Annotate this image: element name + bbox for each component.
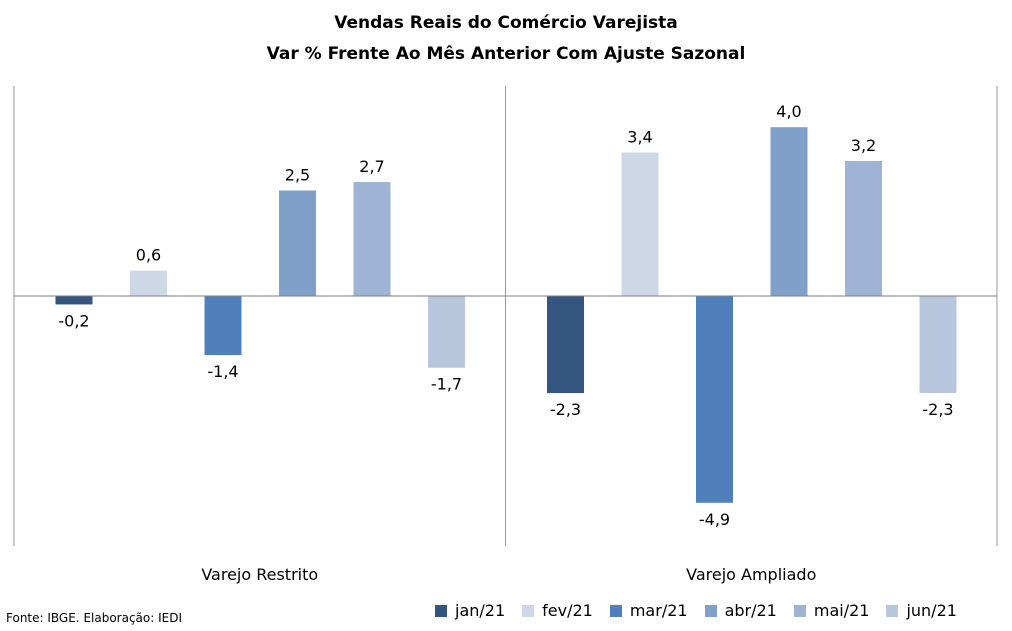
legend-swatch [435,604,447,617]
data-label: -4,9 [699,510,730,529]
bar-jan-21 [547,296,584,394]
source-note: Fonte: IBGE. Elaboração: IEDI [6,611,183,625]
bar-mai-21 [845,160,882,296]
chart-subtitle: Var % Frente Ao Mês Anterior Com Ajuste … [266,44,746,64]
bar-abr-21 [770,127,808,296]
bar-fev-21 [621,152,659,296]
data-label: -2,3 [550,400,581,419]
legend-label: mai/21 [813,601,870,620]
bar-mar-21 [204,296,242,356]
bar-chart: -0,2 0,6 -1,4 2,5 2,7 -1,7 Varejo Restrito -2,3… [13,86,998,584]
data-label: -2,3 [922,400,953,419]
group-label: Varejo Ampliado [686,565,816,584]
legend-item: abr/21 [704,601,777,620]
legend-swatch [886,604,899,617]
legend-item: jun/21 [886,601,957,620]
bar-mai-21 [353,182,391,296]
legend-item: jan/21 [435,601,505,620]
bar-jun-21 [919,296,957,394]
bar-jan-21 [55,296,93,305]
data-label: -0,2 [58,311,89,330]
legend-label: fev/21 [542,601,593,620]
legend-item: mai/21 [793,601,870,620]
data-label: 4,0 [776,102,801,121]
bar-mar-21 [696,296,733,503]
bar-jun-21 [428,296,465,368]
legend-label: mar/21 [629,601,688,620]
legend-label: abr/21 [724,601,777,620]
legend-item: mar/21 [609,601,688,620]
data-label: 3,4 [627,128,652,147]
data-label: 2,5 [285,166,310,185]
chart-title: Vendas Reais do Comércio Varejista [334,13,678,33]
legend-swatch [522,604,535,617]
legend-swatch [793,604,806,617]
legend: jan/21 fev/21 mar/21 abr/21 mai/21 jun/21 [435,601,957,620]
data-label: -1,4 [207,362,238,381]
legend-swatch [609,604,622,617]
data-label: -1,7 [431,375,462,394]
legend-item: fev/21 [522,601,593,620]
data-label: 2,7 [359,157,384,176]
legend-swatch [704,604,717,617]
group-label: Varejo Restrito [201,565,318,584]
data-label: 0,6 [136,246,161,265]
bar-abr-21 [279,190,316,296]
legend-label: jan/21 [455,601,506,620]
legend-label: jun/21 [906,601,957,620]
bar-fev-21 [130,270,167,296]
data-label: 3,2 [851,136,876,155]
